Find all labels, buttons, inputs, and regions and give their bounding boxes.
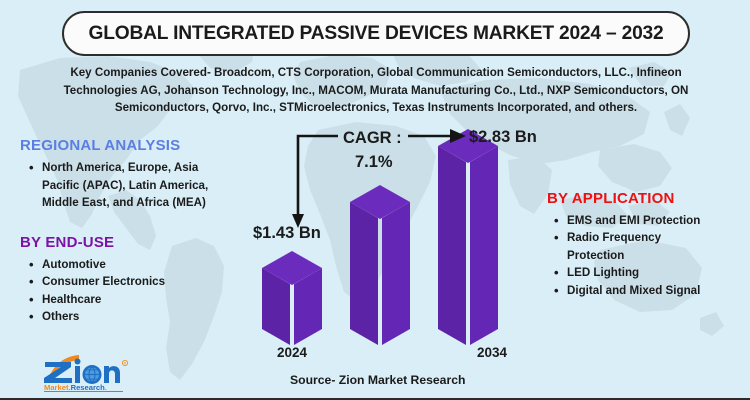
list-item: Consumer Electronics <box>29 273 245 291</box>
zion-logo: R Market.Research. <box>35 352 133 392</box>
list-item: Others <box>29 308 245 326</box>
by-application-heading: BY APPLICATION <box>547 190 675 207</box>
bar-2034 <box>438 129 498 345</box>
list-item: Pacific (APAC), Latin America, <box>42 178 209 192</box>
svg-text:R: R <box>124 362 127 366</box>
list-item: Automotive <box>29 256 245 274</box>
value-label-2034: $2.83 Bn <box>469 128 537 146</box>
svg-text:Market.Research.: Market.Research. <box>44 383 107 392</box>
by-end-use-list: Automotive Consumer Electronics Healthca… <box>20 256 245 326</box>
list-item: Middle East, and Africa (MEA) <box>42 196 206 210</box>
key-companies-text: Key Companies Covered- Broadcom, CTS Cor… <box>63 66 689 115</box>
axis-label-2034: 2034 <box>477 345 508 360</box>
bar-chart <box>240 120 560 370</box>
regional-analysis-list: North America, Europe, Asia Pacific (APA… <box>20 159 245 211</box>
list-item: Digital and Mixed Signal <box>554 282 747 300</box>
cagr-label: CAGR : <box>343 129 402 147</box>
title-banner: GLOBAL INTEGRATED PASSIVE DEVICES MARKET… <box>62 11 690 56</box>
list-item: Healthcare <box>29 291 245 309</box>
section-regional-analysis: REGIONAL ANALYSIS North America, Europe,… <box>20 137 245 213</box>
cagr-arrows <box>292 129 466 228</box>
list-item: LED Lighting <box>554 264 747 282</box>
regional-analysis-heading: REGIONAL ANALYSIS <box>20 137 181 154</box>
page-title: GLOBAL INTEGRATED PASSIVE DEVICES MARKET… <box>88 22 664 44</box>
list-item: North America, Europe, Asia <box>29 159 245 176</box>
axis-label-2024: 2024 <box>277 345 308 360</box>
by-end-use-heading: BY END-USE <box>20 234 115 251</box>
value-label-2024: $1.43 Bn <box>253 224 321 242</box>
list-item: EMS and EMI Protection <box>554 212 747 230</box>
bottom-divider <box>0 398 750 400</box>
source-text: Source- Zion Market Research <box>290 373 466 387</box>
by-application-list: EMS and EMI Protection Radio Frequency P… <box>547 212 747 300</box>
cagr-value: 7.1% <box>355 153 393 171</box>
list-item: Radio Frequency <box>554 229 747 247</box>
section-by-end-use: BY END-USE Automotive Consumer Electroni… <box>20 234 245 327</box>
section-by-application: BY APPLICATION EMS and EMI Protection Ra… <box>547 190 747 300</box>
bar-2024 <box>262 251 322 345</box>
list-item: Protection <box>567 248 625 262</box>
bar-middle <box>350 185 410 345</box>
